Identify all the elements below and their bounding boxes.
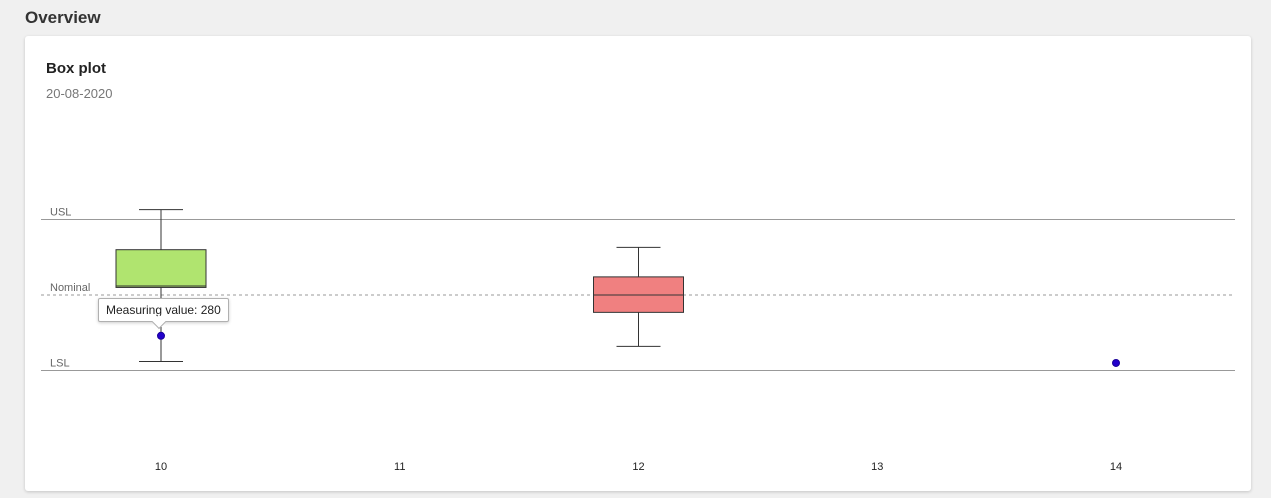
x-tick-label-12: 12 bbox=[632, 461, 644, 473]
section-title: Overview bbox=[25, 8, 101, 27]
data-point-14 bbox=[1112, 358, 1120, 367]
box-plot-chart: USL Nominal LSL 10 11 12 13 14 bbox=[41, 207, 1235, 473]
usl-label: USL bbox=[50, 207, 71, 219]
chart-date: 20-08-2020 bbox=[46, 86, 113, 101]
box-10-iqr bbox=[115, 249, 207, 288]
lsl-label: LSL bbox=[50, 358, 70, 370]
box-plot-card: Box plot 20-08-2020 USL Nominal LSL 10 11 12 1… bbox=[25, 36, 1251, 491]
x-tick-label-10: 10 bbox=[155, 461, 167, 473]
nominal-label: Nominal bbox=[50, 282, 90, 294]
x-tick-label-13: 13 bbox=[871, 461, 883, 473]
chart-title: Box plot bbox=[46, 60, 106, 77]
x-tick-label-14: 14 bbox=[1110, 461, 1122, 473]
x-tick-label-11: 11 bbox=[394, 461, 405, 473]
measuring-value-tooltip: Measuring value: 280 bbox=[98, 298, 229, 322]
data-point-10 bbox=[157, 331, 165, 340]
